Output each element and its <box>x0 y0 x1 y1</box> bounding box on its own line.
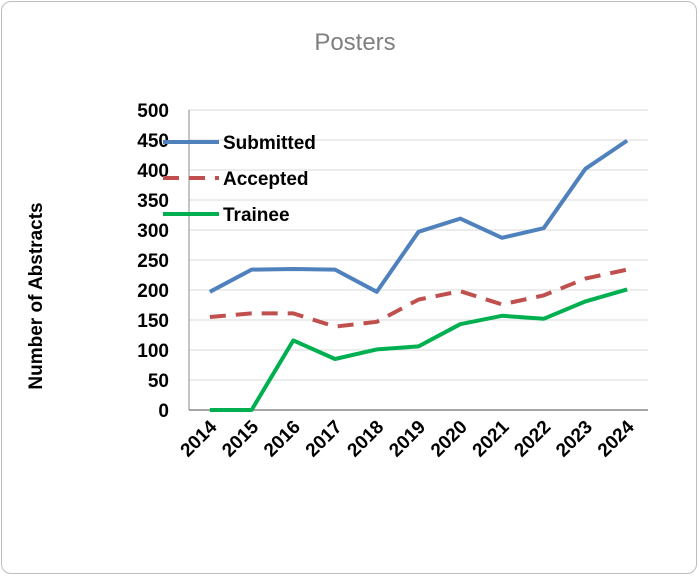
chart-title: Posters <box>314 29 395 56</box>
legend-label: Submitted <box>223 133 316 154</box>
x-tick-label: 2024 <box>594 416 639 461</box>
y-tick-label: 450 <box>137 131 169 152</box>
y-tick-label: 300 <box>137 221 169 242</box>
y-tick-label: 400 <box>137 161 169 182</box>
x-tick-label: 2023 <box>552 417 597 462</box>
legend-label: Accepted <box>223 169 309 190</box>
x-tick-label: 2016 <box>260 417 305 462</box>
y-tick-label: 500 <box>137 101 169 122</box>
series-line-accepted <box>209 267 628 329</box>
x-tick-label: 2014 <box>177 416 222 461</box>
x-tick-label: 2022 <box>510 417 555 462</box>
x-tick-label: 2018 <box>344 417 389 462</box>
y-tick-label: 250 <box>137 251 169 272</box>
x-tick-label: 2020 <box>427 417 472 462</box>
x-tick-label: 2015 <box>218 416 263 461</box>
y-tick-label: 50 <box>148 371 169 392</box>
y-tick-label: 0 <box>158 401 169 422</box>
y-tick-label: 200 <box>137 281 169 302</box>
legend-label: Trainee <box>223 205 290 226</box>
y-tick-label: 100 <box>137 341 169 362</box>
x-tick-label: 2021 <box>469 416 514 461</box>
x-tick-label: 2019 <box>385 417 430 462</box>
y-tick-label: 350 <box>137 191 169 212</box>
y-axis-label: Number of Abstracts <box>26 202 47 389</box>
x-tick-label: 2017 <box>302 417 347 462</box>
y-tick-label: 150 <box>137 311 169 332</box>
